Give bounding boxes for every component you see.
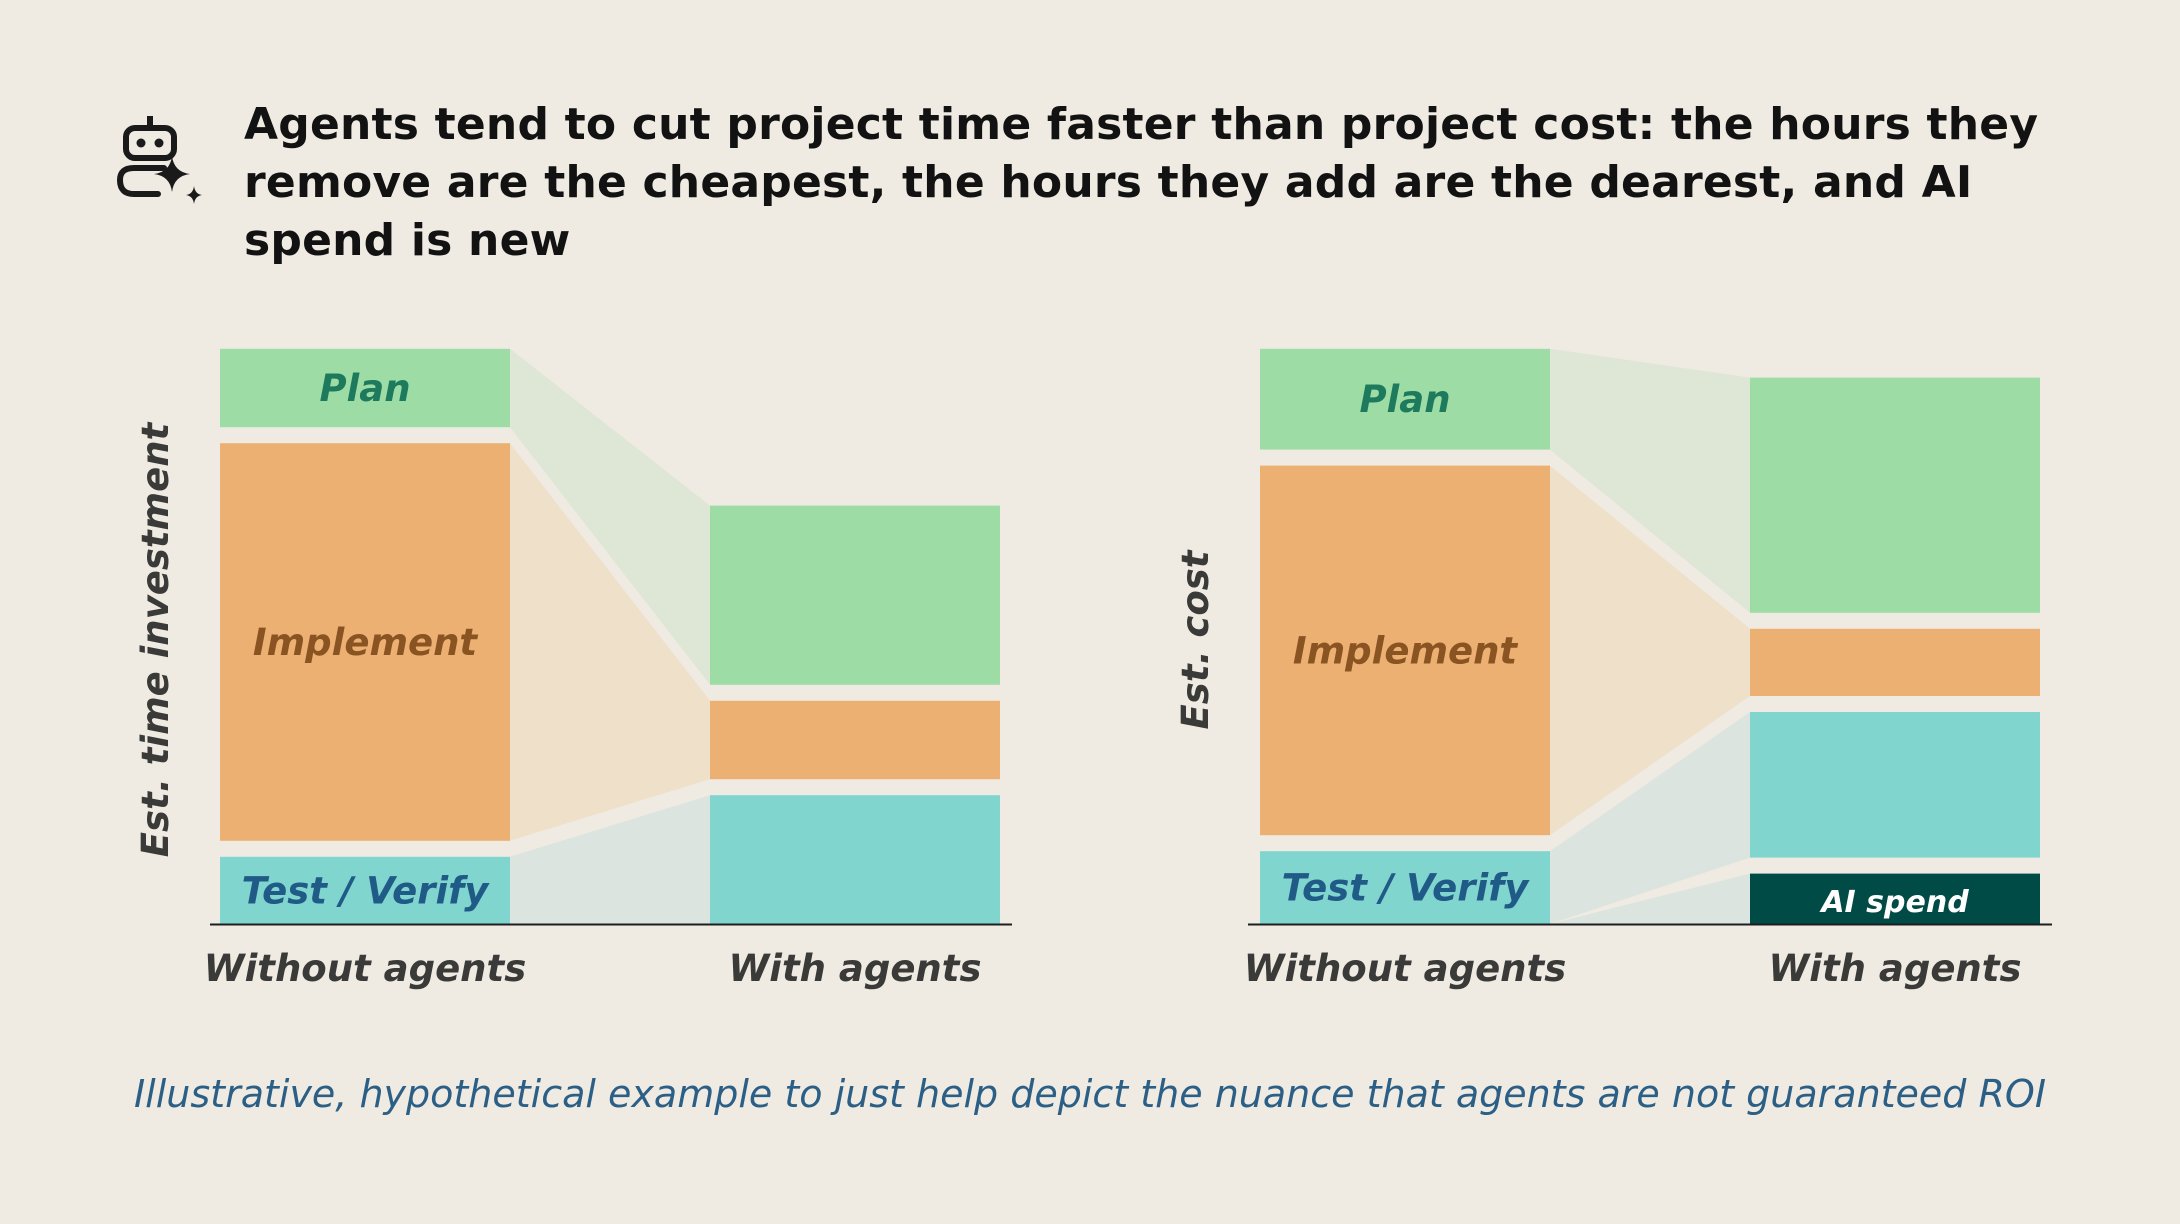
bar-implement-with-agents bbox=[710, 700, 1000, 780]
flow-test-verify bbox=[510, 795, 710, 924]
chart-1: Test / Verify Implement Plan Without agents… bbox=[134, 348, 1012, 990]
segment-label-test-verify: Test / Verify bbox=[1282, 867, 1531, 910]
footnote: Illustrative, hypothetical example to ju… bbox=[133, 1072, 2047, 1116]
x-tick-label-without-agents: Without agents bbox=[1244, 947, 1566, 990]
flow-ai-spend bbox=[1550, 873, 1750, 924]
segment-label-implement: Implement bbox=[1293, 629, 1519, 672]
flow-plan bbox=[510, 348, 710, 685]
segment-label-plan: Plan bbox=[1359, 378, 1450, 421]
bar-plan-without-agents bbox=[220, 348, 510, 428]
x-tick-label-with-agents: With agents bbox=[728, 947, 981, 990]
segment-label-ai-spend: AI spend bbox=[1819, 885, 1969, 920]
flow-implement bbox=[510, 443, 710, 841]
bar-test-verify-without-agents bbox=[1260, 851, 1550, 924]
x-tick-label-without-agents: Without agents bbox=[204, 947, 526, 990]
bar-plan-with-agents bbox=[710, 505, 1000, 685]
bar-test-verify-without-agents bbox=[220, 856, 510, 924]
bar-implement-without-agents bbox=[1260, 465, 1550, 836]
bar-test-verify-with-agents bbox=[1750, 712, 2040, 858]
page-title: Agents tend to cut project time faster t… bbox=[244, 99, 2039, 266]
bar-plan-without-agents bbox=[1260, 348, 1550, 450]
y-axis-label: Est. cost bbox=[1174, 549, 1217, 729]
segment-label-test-verify: Test / Verify bbox=[242, 869, 491, 912]
x-tick-label-with-agents: With agents bbox=[1768, 947, 2021, 990]
flow-bands bbox=[1550, 348, 1750, 924]
segment-label-implement: Implement bbox=[253, 621, 479, 664]
flow-test-verify bbox=[1550, 712, 1750, 924]
robot-sparkle-icon bbox=[116, 116, 202, 204]
flow-implement bbox=[1550, 465, 1750, 836]
segment-label-plan: Plan bbox=[319, 367, 410, 410]
y-axis-label: Est. time investment bbox=[134, 421, 177, 857]
bar-ai-spend-with-agents bbox=[1750, 873, 2040, 924]
flow-bands bbox=[510, 348, 710, 924]
bar-implement-with-agents bbox=[1750, 628, 2040, 696]
bar-plan-with-agents bbox=[1750, 377, 2040, 613]
chart-2: Test / Verify Implement Plan Without agents… bbox=[1174, 348, 2052, 990]
bar-test-verify-with-agents bbox=[710, 795, 1000, 924]
bar-implement-without-agents bbox=[220, 443, 510, 841]
flow-plan bbox=[1550, 348, 1750, 613]
